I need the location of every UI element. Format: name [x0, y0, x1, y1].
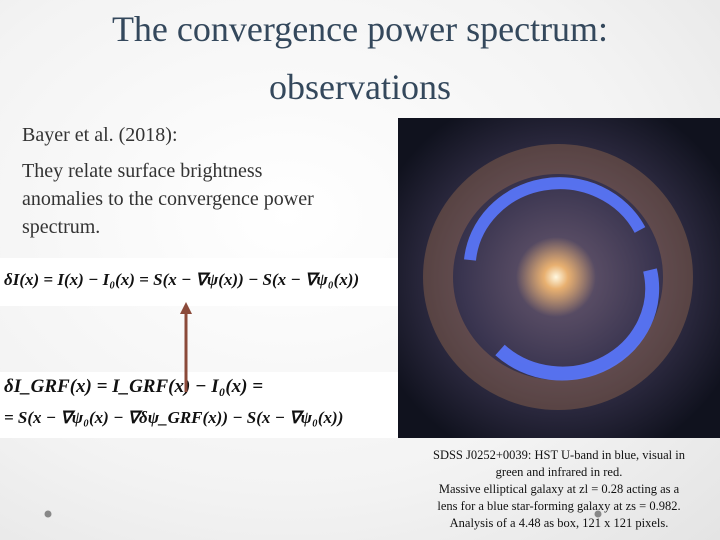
body-line: They relate surface brightness — [22, 160, 263, 182]
body-line: anomalies to the convergence power — [22, 188, 314, 210]
caption-line: SDSS J0252+0039: HST U-band in blue, vis… — [433, 448, 685, 462]
equation: = S(x − ∇ψ₀(x) − ∇δψ_GRF(x)) − S(x − ∇ψ₀… — [4, 408, 344, 427]
equation: δI_GRF(x) = I_GRF(x) − I₀(x) = — [4, 376, 264, 397]
caption-line: lens for a blue star-forming galaxy at z… — [437, 499, 681, 513]
bullet — [594, 510, 602, 518]
title-line: The convergence power spectrum: — [111, 9, 609, 49]
galaxy-core — [516, 237, 596, 317]
equation-box — [0, 258, 398, 306]
halo — [423, 144, 693, 410]
equation: δI(x) = I(x) − I₀(x) = S(x − ∇ψ(x)) − S(… — [4, 270, 360, 289]
equation-box — [0, 372, 398, 438]
arc — [495, 268, 660, 381]
bullet — [44, 510, 52, 518]
caption-line: green and infrared in red. — [495, 465, 623, 479]
arrow-head — [180, 302, 192, 314]
body-line: spectrum. — [22, 216, 101, 238]
caption-line: Analysis of a 4.48 as box, 121 x 121 pix… — [449, 516, 669, 530]
title-line: observations — [269, 67, 451, 107]
body-line: Bayer et al. (2018): — [22, 124, 178, 146]
caption-line: Massive elliptical galaxy at zl = 0.28 a… — [438, 482, 680, 496]
arc — [464, 177, 646, 261]
